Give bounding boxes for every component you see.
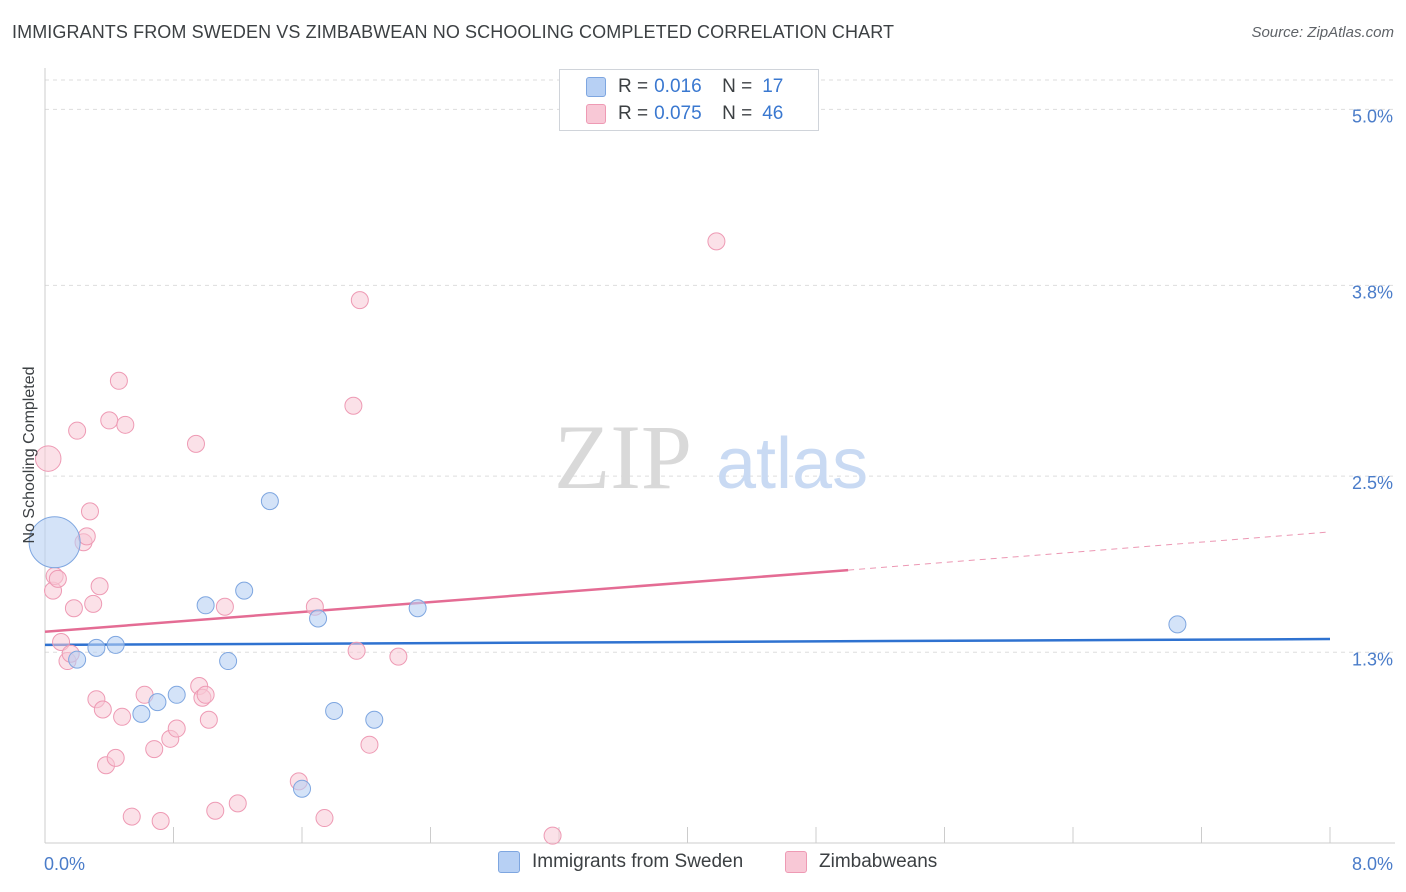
y-tick-label: 2.5% [1352,473,1393,493]
data-point-sweden [260,492,279,511]
data-point-zimbabwe [199,710,218,729]
data-point-zimbabwe [122,807,141,826]
legend-r-value: 0.075 [654,103,702,124]
data-point-sweden [28,516,81,569]
data-point-zimbabwe [151,811,170,830]
data-point-zimbabwe [84,594,103,613]
data-point-sweden [365,710,384,729]
x-tick-label: 0.0% [44,854,85,874]
series-legend-zimbabwe[interactable]: Zimbabweans [785,851,937,873]
legend-swatch-sweden [586,77,606,97]
data-point-zimbabwe [34,445,62,472]
data-point-sweden [196,596,215,615]
y-tick-label: 1.3% [1352,649,1393,669]
legend-r-label: R = [618,103,649,124]
watermark-zip: ZIP [554,406,692,508]
data-point-sweden [148,693,167,712]
series-swatch-sweden [498,851,520,873]
watermark: ZIP atlas [554,406,868,508]
data-point-zimbabwe [80,502,99,521]
legend-row-zimbabwe: R = 0.075 N = 46 [586,102,783,126]
chart-title: IMMIGRANTS FROM SWEDEN VS ZIMBABWEAN NO … [12,22,895,42]
legend-n-value: 46 [762,103,784,124]
legend-swatch-zimbabwe [586,104,606,124]
data-point-zimbabwe [186,434,205,453]
data-point-sweden [293,779,311,798]
data-point-zimbabwe [344,396,363,415]
series-legend: Immigrants from Sweden Zimbabweans [0,851,1406,877]
data-point-zimbabwe [347,641,366,660]
legend-n-label: N = [722,103,753,124]
legend-r-value: 0.016 [654,76,702,97]
trend-lines [44,531,1331,647]
data-point-zimbabwe [52,632,71,651]
data-point-zimbabwe [106,748,125,767]
data-point-zimbabwe [360,735,379,754]
x-tick-label: 8.0% [1352,854,1393,874]
data-point-zimbabwe [196,685,215,704]
data-point-zimbabwe [145,740,164,759]
y-tick-label: 5.0% [1352,106,1393,126]
source-label: Source: ZipAtlas.com [1251,24,1394,41]
data-point-sweden [132,704,151,723]
data-point-sweden [87,638,106,657]
series-label-sweden: Immigrants from Sweden [532,851,744,872]
grid-lines [45,79,1395,653]
series-label-zimbabwe: Zimbabweans [819,851,938,872]
legend-row-sweden: R = 0.016 N = 17 [586,75,783,99]
data-point-zimbabwe [113,707,132,726]
data-point-zimbabwe [77,527,96,546]
data-point-zimbabwe [93,700,112,719]
data-point-zimbabwe [68,421,87,440]
y-tick-labels: 1.3% 2.5% 3.8% 5.0% [1352,106,1393,669]
data-point-sweden [68,650,87,669]
data-point-zimbabwe [350,291,369,310]
data-points [28,232,1187,845]
series-legend-sweden[interactable]: Immigrants from Sweden [498,851,743,873]
legend-n-value: 17 [762,76,784,97]
data-point-zimbabwe [100,411,119,430]
watermark-atlas: atlas [716,424,868,504]
series-swatch-zimbabwe [785,851,807,873]
data-point-zimbabwe [90,577,109,596]
data-point-sweden [1168,615,1187,634]
data-point-zimbabwe [215,597,234,616]
data-point-zimbabwe [167,719,186,738]
data-point-zimbabwe [389,647,408,666]
y-axis-label: No Schooling Completed [21,367,38,544]
legend-n-label: N = [722,76,753,97]
trend-line-zimbabwe [44,568,849,633]
data-point-sweden [167,685,186,704]
data-point-zimbabwe [707,232,726,251]
data-point-sweden [408,599,427,618]
data-point-zimbabwe [109,371,128,390]
data-point-sweden [235,581,254,600]
trend-line-sweden [44,637,1331,647]
data-point-zimbabwe [116,415,135,434]
y-tick-label: 3.8% [1352,282,1393,302]
data-point-zimbabwe [206,801,225,820]
data-point-zimbabwe [543,826,562,845]
x-tick-labels: 0.0% 8.0% [44,854,1393,874]
legend-r-label: R = [618,76,649,97]
trend-line-zimbabwe-dashed [848,531,1331,571]
data-point-zimbabwe [64,599,83,618]
data-point-zimbabwe [315,809,334,828]
data-point-zimbabwe [228,794,247,813]
data-point-sweden [309,609,328,628]
data-point-sweden [219,652,238,671]
correlation-legend: R = 0.016 N = 17 R = 0.075 N = 46 [559,69,819,131]
data-point-sweden [325,701,344,720]
data-point-zimbabwe [48,569,67,588]
data-point-sweden [106,635,125,654]
